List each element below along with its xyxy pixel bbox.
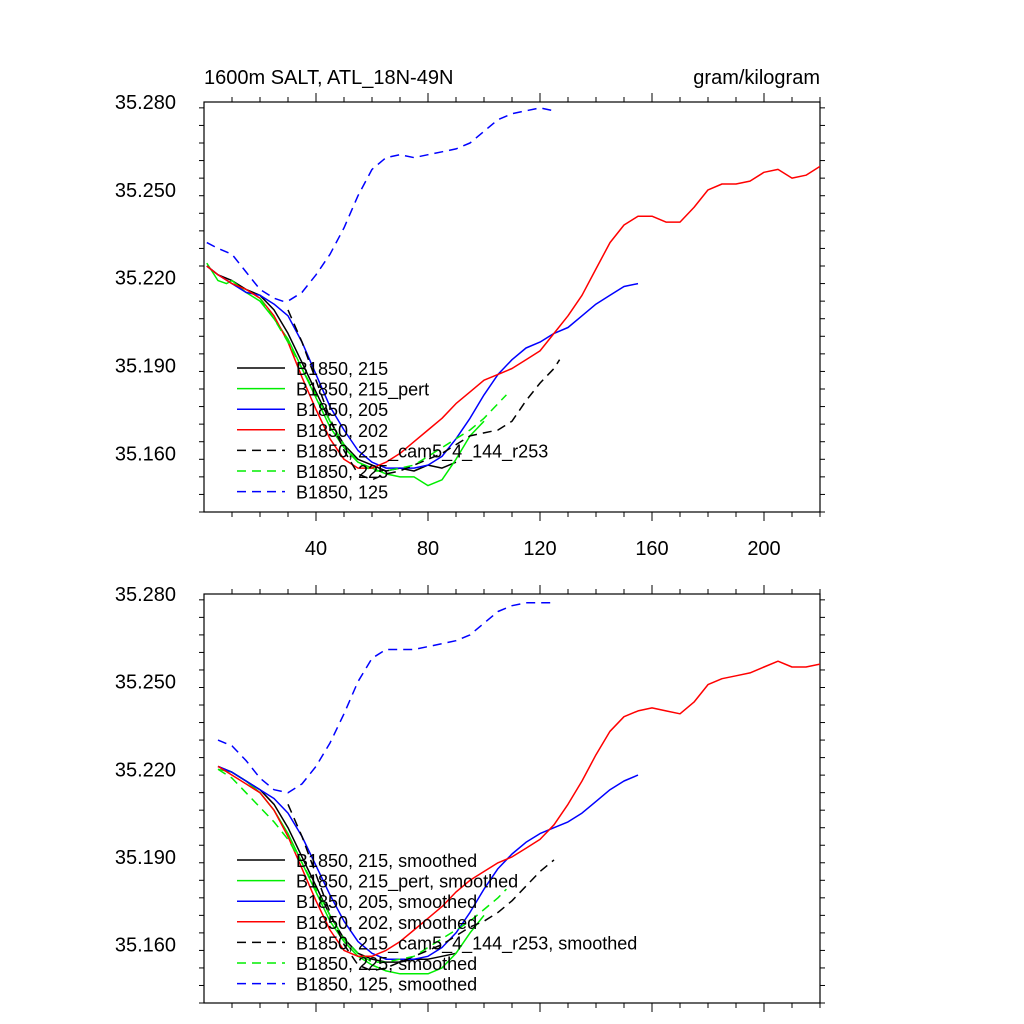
y-tick-label: 35.250 bbox=[115, 180, 176, 202]
y-tick-label: 35.190 bbox=[115, 356, 176, 378]
top-panel: 35.160 35.190 35.220 35.250 35.280 40 80 120 160… bbox=[115, 67, 825, 560]
x-tick-label: 40 bbox=[305, 538, 327, 560]
legend-label: B1850, 205, smoothed bbox=[296, 892, 477, 912]
legend-label: B1850, 215_pert, smoothed bbox=[296, 872, 518, 893]
legend-label: B1850, 125 bbox=[296, 483, 388, 503]
y-tick-label: 35.160 bbox=[115, 935, 176, 957]
x-tick-label: 120 bbox=[523, 538, 556, 560]
y-tick-label: 35.250 bbox=[115, 672, 176, 694]
y-tick-label: 35.160 bbox=[115, 443, 176, 465]
series-line-2 bbox=[217, 765, 639, 960]
y-tick-label: 35.190 bbox=[115, 847, 176, 869]
legend-label: B1850, 225, smoothed bbox=[296, 954, 477, 974]
x-tick-label: 160 bbox=[635, 538, 668, 560]
series-line-3 bbox=[217, 660, 820, 958]
x-tick-label: 200 bbox=[747, 538, 780, 560]
series-line-6 bbox=[206, 107, 555, 302]
legend-label: B1850, 215_pert bbox=[296, 380, 429, 401]
legend-label: B1850, 205 bbox=[296, 400, 388, 420]
chart-title: 1600m SALT, ATL_18N-49N bbox=[204, 67, 453, 89]
legend-label: B1850, 215 bbox=[296, 359, 388, 379]
bottom-panel: 35.160 35.190 35.220 35.250 35.280 B1850, 215… bbox=[115, 584, 825, 1012]
x-tick-label: 80 bbox=[417, 538, 439, 560]
legend-label: B1850, 202, smoothed bbox=[296, 913, 477, 933]
legend-label: B1850, 202 bbox=[296, 421, 388, 441]
series-group bbox=[217, 602, 820, 975]
series-line-6 bbox=[217, 602, 554, 794]
series-line-3 bbox=[206, 165, 820, 469]
y-tick-label: 35.280 bbox=[115, 92, 176, 114]
legend-label: B1850, 225 bbox=[296, 462, 388, 482]
series-line-5 bbox=[259, 297, 507, 472]
chart-units: gram/kilogram bbox=[693, 67, 820, 89]
legend-label: B1850, 215, smoothed bbox=[296, 851, 477, 871]
series-line-5 bbox=[217, 768, 507, 963]
y-tick-label: 35.280 bbox=[115, 584, 176, 606]
series-line-4 bbox=[287, 804, 555, 972]
legend-label: B1850, 125, smoothed bbox=[296, 975, 477, 995]
y-tick-label: 35.220 bbox=[115, 268, 176, 290]
legend-label: B1850, 215_cam5_4_144_r253 bbox=[296, 441, 548, 462]
series-group bbox=[206, 107, 820, 487]
series-line-2 bbox=[206, 265, 639, 469]
y-tick-label: 35.220 bbox=[115, 759, 176, 781]
legend-label: B1850, 215_cam5_4_144_r253, smoothed bbox=[296, 933, 637, 954]
